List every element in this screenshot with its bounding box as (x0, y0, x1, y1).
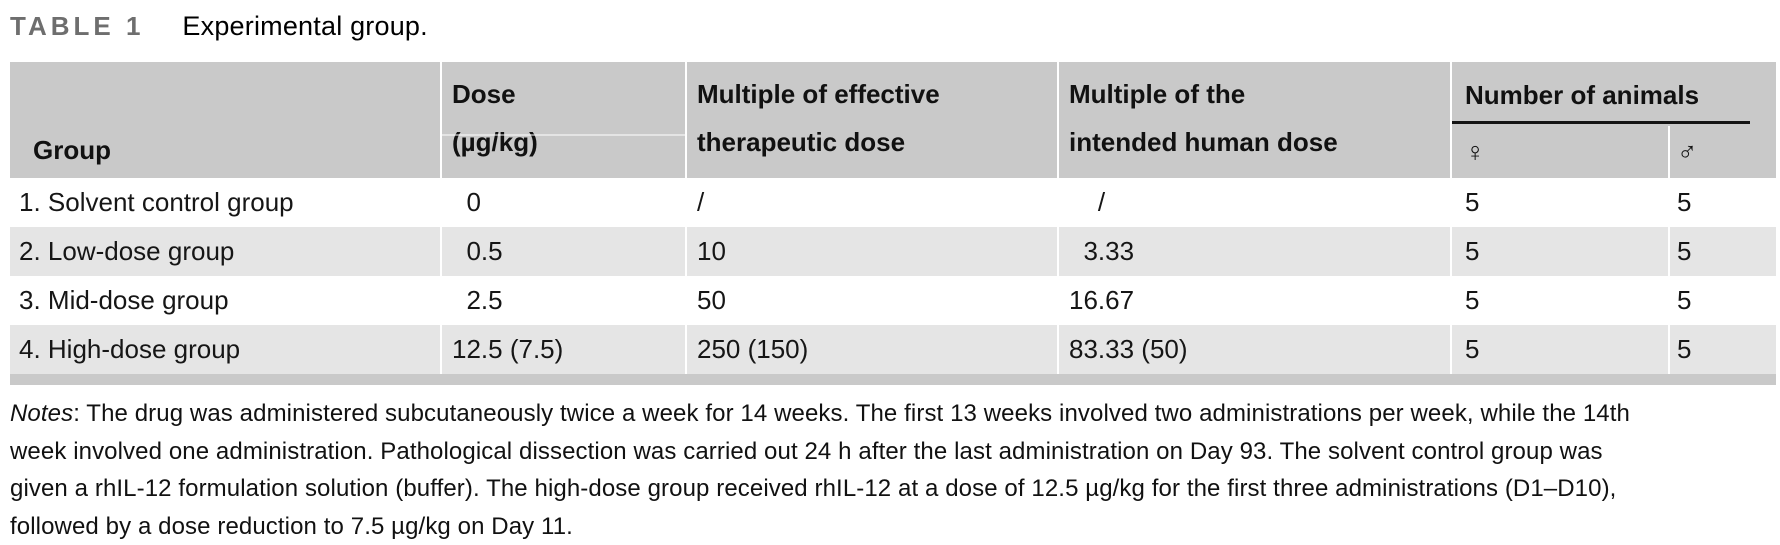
table-notes: Notes: The drug was administered subcuta… (10, 395, 1780, 545)
cell-male-count: 5 (1668, 178, 1776, 227)
cell-multiple-human: 3.33 (1057, 227, 1450, 276)
cell-dose: 2.5 (440, 276, 685, 325)
number-of-animals-label: Number of animals (1452, 80, 1776, 110)
notes-line-2: week involved one administration. Pathol… (10, 433, 1780, 471)
cell-group: 4. High-dose group (10, 325, 440, 374)
male-icon: ♂ (1677, 137, 1697, 167)
column-header-dose: Dose (µg/kg) (440, 62, 685, 178)
notes-line-4: followed by a dose reduction to 7.5 µg/k… (10, 508, 1780, 545)
cell-dose: 0 (440, 178, 685, 227)
cell-multiple-effective: / (685, 178, 1057, 227)
table-row-mid-dose: 3. Mid-dose group 2.5 50 16.67 5 5 (10, 276, 1776, 325)
column-header-female: ♀ (1450, 126, 1668, 178)
cell-multiple-effective: 250 (150) (685, 325, 1057, 374)
table-row-low-dose: 2. Low-dose group 0.5 10 3.33 5 5 (10, 227, 1776, 276)
cell-group: 2. Low-dose group (10, 227, 440, 276)
cell-dose: 12.5 (7.5) (440, 325, 685, 374)
table-bottom-rule (10, 374, 1776, 385)
cell-male-count: 5 (1668, 325, 1776, 374)
column-header-multiple-human: Multiple of the intended human dose (1057, 62, 1450, 178)
cell-multiple-human: 83.33 (50) (1057, 325, 1450, 374)
table-body: 1. Solvent control group 0 / / 5 5 2. Lo… (10, 178, 1776, 374)
column-header-human-line1: Multiple of the (1069, 70, 1450, 118)
table-number-label: TABLE 1 (10, 11, 144, 41)
table-header: Group Dose (µg/kg) Multiple of effective… (10, 62, 1776, 178)
experimental-group-table: Group Dose (µg/kg) Multiple of effective… (10, 62, 1776, 374)
column-header-human-line2: intended human dose (1069, 118, 1450, 166)
column-header-multiple-effective: Multiple of effective therapeutic dose (685, 62, 1057, 178)
cell-dose: 0.5 (440, 227, 685, 276)
notes-line-3: given a rhIL-12 formulation solution (bu… (10, 470, 1780, 508)
cell-male-count: 5 (1668, 276, 1776, 325)
cell-group: 3. Mid-dose group (10, 276, 440, 325)
table-caption-row: TABLE 1 Experimental group. (10, 11, 1780, 46)
column-header-male: ♂ (1668, 126, 1776, 178)
column-header-effective-line1: Multiple of effective (697, 70, 1057, 118)
notes-label: Notes (10, 400, 73, 427)
cell-multiple-effective: 10 (685, 227, 1057, 276)
cell-female-count: 5 (1450, 325, 1668, 374)
cell-female-count: 5 (1450, 227, 1668, 276)
column-header-number-of-animals: Number of animals (1450, 62, 1776, 126)
female-icon: ♀ (1465, 137, 1485, 167)
cell-multiple-effective: 50 (685, 276, 1057, 325)
cell-male-count: 5 (1668, 227, 1776, 276)
column-header-dose-line2: (µg/kg) (452, 118, 685, 166)
number-of-animals-rule (1452, 121, 1750, 124)
column-header-dose-line1: Dose (452, 70, 685, 118)
notes-line-1-text: : The drug was administered subcutaneous… (73, 400, 1630, 427)
table-row-solvent-control: 1. Solvent control group 0 / / 5 5 (10, 178, 1776, 227)
cell-group: 1. Solvent control group (10, 178, 440, 227)
column-header-group: Group (10, 62, 440, 178)
notes-line-1: Notes: The drug was administered subcuta… (10, 395, 1780, 433)
cell-multiple-human: / (1057, 178, 1450, 227)
table-caption-text: Experimental group. (182, 11, 427, 41)
cell-multiple-human: 16.67 (1057, 276, 1450, 325)
cell-female-count: 5 (1450, 276, 1668, 325)
column-header-effective-line2: therapeutic dose (697, 118, 1057, 166)
cell-female-count: 5 (1450, 178, 1668, 227)
table-row-high-dose: 4. High-dose group 12.5 (7.5) 250 (150) … (10, 325, 1776, 374)
